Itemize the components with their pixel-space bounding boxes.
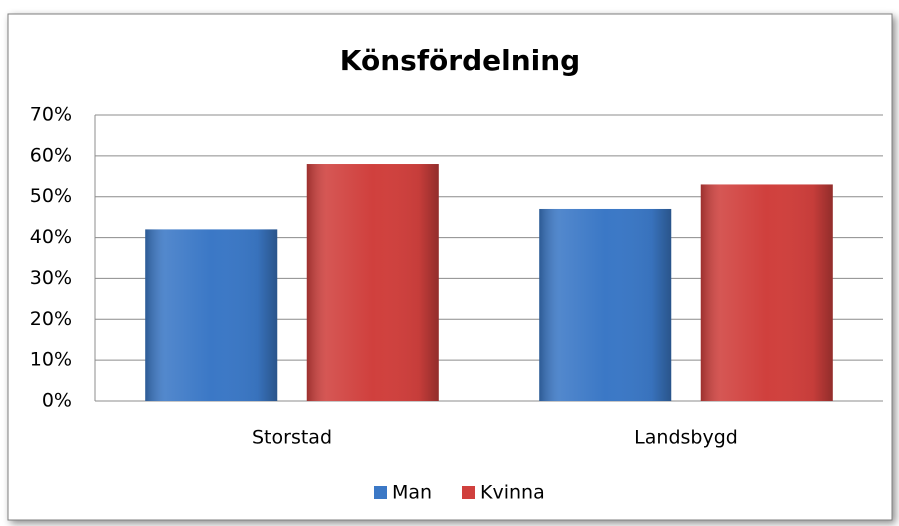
chart-title: Könsfördelning: [340, 44, 580, 77]
bar: [700, 184, 833, 401]
x-tick-label: Landsbygd: [634, 427, 738, 449]
legend-label: Man: [392, 482, 432, 504]
y-tick-label: 50%: [30, 185, 72, 207]
bar: [539, 208, 672, 401]
legend-swatch: [374, 486, 387, 499]
y-tick-label: 10%: [30, 349, 72, 371]
y-tick-label: 30%: [30, 267, 72, 289]
legend-swatch: [462, 486, 475, 499]
y-tick-label: 60%: [30, 144, 72, 166]
legend-label: Kvinna: [480, 482, 545, 504]
y-tick-label: 70%: [30, 104, 72, 126]
y-tick-label: 20%: [30, 308, 72, 330]
bar: [306, 164, 439, 401]
bar: [145, 229, 278, 401]
x-tick-label: Storstad: [252, 427, 332, 449]
y-tick-label: 40%: [30, 226, 72, 248]
y-tick-label: 0%: [42, 390, 72, 412]
